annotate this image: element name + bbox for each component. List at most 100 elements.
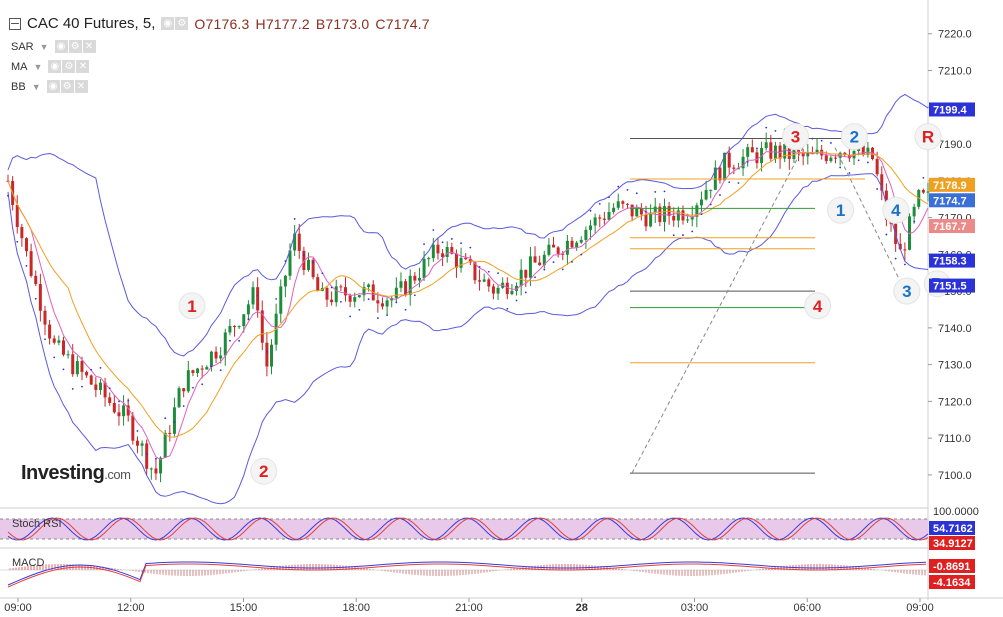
dashed-trendline — [631, 143, 806, 474]
annotation-label: R — [922, 128, 934, 147]
candle-body — [385, 300, 389, 307]
time-tick-label: 12:00 — [117, 602, 145, 614]
close-icon[interactable]: ✕ — [74, 80, 88, 93]
candle-body — [24, 238, 28, 252]
dropdown-arrow-icon[interactable]: ▼ — [33, 61, 43, 72]
candle-body — [565, 240, 569, 255]
candle-body — [866, 147, 870, 155]
close-icon[interactable]: ✕ — [76, 60, 90, 73]
sar-dot — [543, 268, 546, 271]
indicator-bb[interactable]: BB ▼ ◉ ⚙ ✕ — [11, 80, 88, 93]
indicator-sar[interactable]: SAR ▼ ◉ ⚙ ✕ — [11, 40, 96, 53]
candle-body — [644, 214, 648, 227]
sar-dot — [913, 220, 916, 223]
candle-body — [297, 233, 301, 251]
sar-dot — [700, 213, 703, 216]
candle-body — [736, 168, 740, 170]
candle-body — [662, 206, 666, 222]
candle-body — [205, 367, 209, 370]
candle-body — [191, 370, 195, 374]
candle-body — [343, 287, 347, 296]
candle-body — [57, 340, 61, 343]
candle-body — [570, 240, 574, 248]
annotation-label: 4 — [813, 297, 823, 316]
annotation-label: 1 — [836, 201, 845, 220]
candle-body — [552, 244, 556, 248]
candle-body — [547, 244, 551, 255]
sar-dot — [774, 129, 777, 132]
candle-body — [413, 275, 417, 281]
candle-body — [103, 382, 107, 398]
ma-slow-line — [7, 151, 929, 438]
sar-dot — [127, 399, 130, 402]
candle-body — [750, 147, 754, 153]
candle-body — [880, 174, 884, 191]
dropdown-arrow-icon[interactable]: ▼ — [31, 81, 41, 92]
candle-body — [362, 287, 366, 296]
indicator-ma[interactable]: MA ▼ ◉ ⚙ ✕ — [11, 60, 90, 73]
sar-dot — [645, 210, 647, 213]
candle-body — [311, 259, 315, 278]
rsi-tick-label: 100.0000 — [933, 506, 979, 518]
candle-body — [237, 326, 241, 328]
eye-icon[interactable]: ◉ — [46, 80, 60, 93]
sar-dot — [626, 188, 629, 191]
sar-dot — [201, 383, 204, 386]
candle-body — [43, 310, 47, 325]
candle-body — [307, 259, 311, 271]
sar-dot — [487, 270, 490, 273]
indicator-label: BB — [11, 80, 26, 93]
macd-badge — [929, 575, 975, 589]
candle-body — [330, 299, 334, 303]
price-tick-label: 7130.0 — [938, 360, 972, 372]
sar-dot — [580, 253, 583, 256]
candle-body — [593, 217, 597, 226]
candle-body — [288, 250, 292, 276]
eye-icon[interactable]: ◉ — [161, 17, 175, 30]
candle-body — [242, 314, 246, 327]
sar-dot — [552, 261, 555, 264]
time-tick-label: 15:00 — [230, 602, 258, 614]
candle-body — [630, 204, 634, 217]
sar-dot — [922, 176, 925, 179]
sar-dot — [136, 430, 139, 432]
candle-body — [690, 216, 694, 220]
candle-body — [584, 229, 588, 240]
eye-icon[interactable]: ◉ — [54, 40, 68, 53]
sar-dot — [460, 242, 462, 245]
collapse-icon[interactable] — [9, 17, 21, 30]
time-tick-label: 09:00 — [4, 602, 32, 614]
candle-body — [85, 371, 89, 376]
candle-body — [353, 297, 357, 302]
candle-body — [422, 258, 426, 278]
gear-icon[interactable]: ⚙ — [175, 17, 189, 30]
candle-body — [339, 286, 343, 288]
sar-dot — [561, 268, 564, 271]
header-tools: ◉ ⚙ — [161, 17, 189, 30]
sar-dot — [256, 294, 259, 297]
sar-dot — [672, 234, 675, 237]
sar-dot — [876, 188, 879, 190]
rsi-badge — [929, 536, 975, 550]
eye-icon[interactable]: ◉ — [48, 60, 62, 73]
bollinger-lower-line — [7, 173, 929, 505]
price-badge-label: 7151.5 — [933, 281, 967, 293]
candle-body — [496, 287, 500, 294]
sar-dot — [857, 159, 860, 162]
close-icon[interactable]: ✕ — [82, 40, 96, 53]
macd-pane-label: MACD — [12, 557, 45, 569]
candle-body — [769, 142, 773, 159]
symbol-title: CAC 40 Futures, 5, — [27, 15, 156, 32]
ohlc-open: O7176.3 — [194, 15, 250, 32]
dropdown-arrow-icon[interactable]: ▼ — [39, 41, 49, 52]
candle-body — [612, 207, 616, 212]
gear-icon[interactable]: ⚙ — [62, 60, 76, 73]
gear-icon[interactable]: ⚙ — [68, 40, 82, 53]
sar-dot — [608, 196, 610, 199]
candle-body — [177, 388, 181, 408]
sar-dot — [534, 276, 536, 279]
price-tick-label: 7120.0 — [938, 396, 972, 408]
gear-icon[interactable]: ⚙ — [60, 80, 74, 93]
